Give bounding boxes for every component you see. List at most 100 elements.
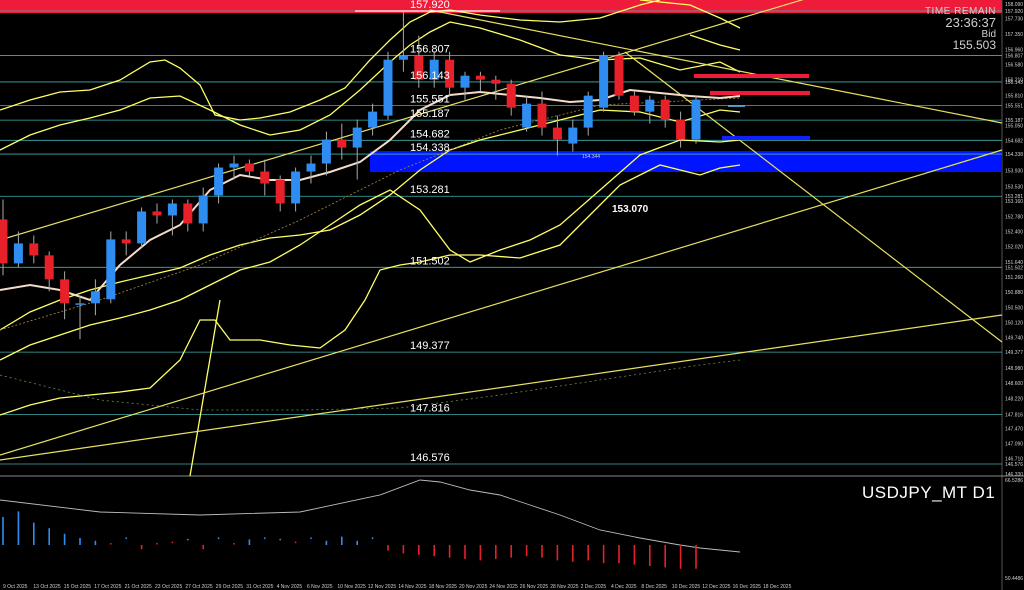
oscillator-bar (649, 545, 651, 566)
oscillator-bar (664, 545, 666, 568)
candle (106, 231, 116, 304)
oscillator-bar (433, 545, 435, 557)
date-label: 13 Oct 2025 (33, 584, 60, 590)
candles (0, 11, 701, 340)
candle (214, 163, 224, 204)
date-label: 20 Nov 2025 (459, 584, 488, 590)
price-scale-label: 150.500 (1005, 305, 1023, 311)
oscillator-bar (510, 545, 512, 558)
oscillator-bar (248, 539, 251, 545)
oscillator-dot (310, 537, 312, 540)
level-label: 157.920 (410, 0, 450, 11)
lower-band-outer (0, 164, 741, 416)
candle (306, 155, 316, 184)
price-scale-label: 155.810 (1005, 93, 1023, 99)
oscillator-bar (541, 545, 543, 558)
candle (660, 95, 670, 128)
oscillator-bar (202, 545, 204, 550)
price-scale-label: 155.187 (1005, 118, 1023, 124)
candle (429, 51, 439, 88)
oscillator-bar (325, 540, 328, 545)
oscillator-dot (279, 538, 282, 541)
candle (552, 115, 562, 156)
level-label: 153.281 (410, 184, 450, 196)
candle (198, 187, 208, 232)
oscillator-bar (572, 545, 574, 562)
oscillator-bar (48, 528, 50, 545)
oscillator-bar (525, 545, 528, 557)
oscillator-dot (263, 537, 266, 540)
candle (0, 199, 8, 276)
date-label: 17 Oct 2025 (94, 584, 121, 590)
level-label: 154.682 (410, 128, 450, 140)
candle (475, 71, 485, 92)
time-remain-title: TIME REMAIN (924, 6, 996, 17)
price-scale-label: 146.576 (1005, 462, 1023, 468)
level-labels: 157.920 156.807 156.143 155.551 155.187 154.6… (410, 0, 450, 464)
candle (398, 11, 408, 72)
candle (44, 251, 54, 292)
oscillator-bar (448, 545, 451, 558)
moving-average (0, 88, 741, 302)
upper-band-top (639, 0, 741, 29)
date-label: 12 Nov 2025 (368, 584, 397, 590)
date-label: 2 Dec 2025 (581, 584, 607, 590)
price-scale-label: 146.330 (1005, 472, 1023, 478)
date-label: 29 Oct 2025 (216, 584, 243, 590)
price-scale-label: 156.210 (1005, 77, 1023, 83)
oscillator-bar (633, 545, 636, 565)
candle (121, 231, 131, 256)
oscillator-bar (679, 545, 682, 569)
price-scale-label: 150.880 (1005, 290, 1023, 296)
oscillator-dot (217, 537, 220, 540)
candle (29, 235, 39, 264)
date-label: 12 Dec 2025 (702, 584, 731, 590)
candle (337, 123, 347, 160)
oscillator-dot (186, 538, 189, 541)
price-scale-label: 152.400 (1005, 229, 1023, 235)
price-scale-label: 152.020 (1005, 245, 1023, 251)
candle (229, 155, 239, 180)
price-scale-label: 147.090 (1005, 441, 1023, 447)
price-scale-label: 148.220 (1005, 396, 1023, 402)
candle (676, 111, 686, 148)
price-scale-label: 151.260 (1005, 275, 1023, 281)
price-scale-label: 151.502 (1005, 265, 1023, 271)
price-scale-label: 157.920 (1005, 9, 1023, 15)
oscillator-dot (294, 541, 297, 544)
top-alert-bar (0, 0, 1002, 13)
oscillator-bar (356, 540, 358, 545)
lower-band-mid (0, 139, 741, 361)
oscillator-bar (140, 545, 143, 550)
price-scale-label: 156.580 (1005, 63, 1023, 69)
upper-band-top2 (689, 34, 741, 51)
oscillator-bar (94, 540, 97, 545)
level-label: 147.816 (410, 402, 450, 414)
price-scale-label: 153.530 (1005, 184, 1023, 190)
oscillator-bar (387, 545, 389, 551)
price-scale-label: 158.090 (1005, 2, 1023, 8)
candle (383, 51, 393, 120)
price-scale-label: 153.930 (1005, 168, 1023, 174)
oscillator-dot (125, 537, 128, 540)
candle (599, 51, 609, 112)
level-label: 156.143 (410, 70, 450, 82)
oscillator-scale-label: 50.4486 (1005, 576, 1023, 582)
support-bar (722, 136, 810, 140)
oscillator-bar (402, 545, 405, 554)
price-scale-label: 151.640 (1005, 260, 1023, 266)
price-scale-label: 156.143 (1005, 80, 1023, 86)
price-scale-label: 149.740 (1005, 336, 1023, 342)
price-scale-label: 147.470 (1005, 426, 1023, 432)
level-label: 146.576 (410, 452, 450, 464)
date-label: 21 Oct 2025 (125, 584, 152, 590)
date-label: 18 Dec 2025 (763, 584, 792, 590)
date-label: 31 Oct 2025 (246, 584, 273, 590)
candle (137, 207, 147, 248)
bid-price: 155.503 (952, 38, 996, 52)
date-label: 4 Nov 2025 (277, 584, 303, 590)
date-label: 24 Nov 2025 (489, 584, 518, 590)
candle (537, 91, 547, 136)
date-label: 16 Dec 2025 (733, 584, 762, 590)
